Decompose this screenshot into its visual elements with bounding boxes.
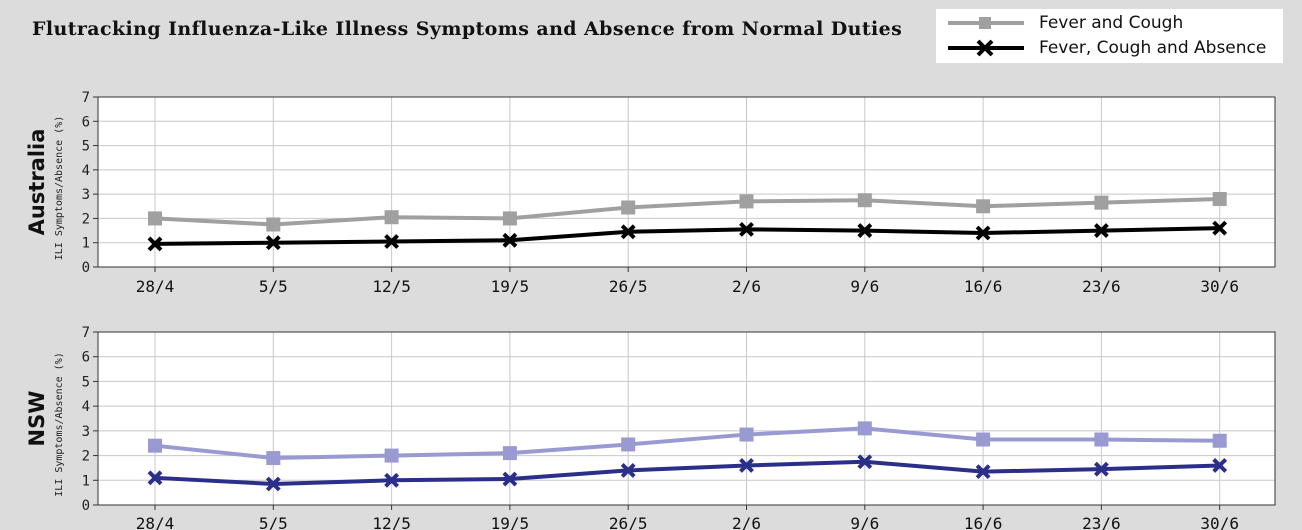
- series-line-australia-0: [154, 197, 1220, 227]
- data-point-australia-s0-4: [621, 200, 636, 215]
- data-point-nsw-s1-6: [857, 454, 873, 470]
- legend-swatch-fever-cough-absence: [948, 39, 1024, 57]
- ytick-label-australia: 5: [82, 139, 90, 155]
- ytick-label-nsw: 6: [82, 350, 90, 366]
- legend: Fever and Cough Fever, Cough and Absence: [936, 9, 1283, 63]
- data-point-australia-s0-1: [266, 217, 281, 232]
- data-point-nsw-s1-8: [1093, 461, 1109, 477]
- ytick-label-nsw: 0: [82, 498, 90, 514]
- ytick-label-australia: 0: [82, 260, 90, 276]
- legend-item-fever-cough: Fever and Cough: [936, 11, 1283, 35]
- xtick-label-nsw: 9/6: [850, 514, 879, 530]
- data-point-nsw-s1-5: [739, 458, 754, 473]
- xtick-label-nsw: 26/5: [609, 514, 648, 530]
- data-point-nsw-s1-7: [975, 464, 991, 480]
- data-point-nsw-s1-3: [502, 471, 518, 487]
- plot-area-nsw: [97, 331, 1276, 506]
- region-label-australia: Australia: [25, 129, 49, 236]
- ytick-label-nsw: 4: [82, 399, 90, 415]
- xtick-label-australia: 30/6: [1200, 277, 1239, 296]
- data-point-australia-s1-7: [975, 225, 991, 241]
- plot-area-australia: [97, 96, 1276, 268]
- data-point-australia-s1-1: [265, 235, 281, 251]
- xtick-label-nsw: 23/6: [1082, 514, 1121, 530]
- ytick-label-australia: 1: [82, 236, 90, 252]
- data-point-australia-s1-6: [857, 223, 873, 238]
- data-point-nsw-s0-7: [976, 432, 991, 447]
- data-point-nsw-s0-1: [266, 451, 281, 466]
- data-point-nsw-s0-0: [148, 438, 162, 453]
- xtick-label-nsw: 30/6: [1200, 514, 1239, 530]
- legend-label-fever-cough-absence: Fever, Cough and Absence: [1039, 38, 1267, 58]
- data-point-nsw-s0-2: [384, 448, 399, 463]
- ytick-label-australia: 7: [82, 90, 90, 106]
- xtick-label-australia: 19/5: [491, 277, 530, 296]
- data-point-nsw-s0-9: [1212, 433, 1227, 448]
- data-point-australia-s1-4: [620, 224, 636, 240]
- xtick-label-australia: 16/6: [964, 277, 1003, 296]
- data-point-nsw-s0-8: [1094, 432, 1109, 447]
- data-point-australia-s1-8: [1093, 223, 1109, 238]
- data-point-nsw-s1-9: [1212, 458, 1228, 473]
- data-point-australia-s0-3: [502, 211, 517, 226]
- y-axis-label-nsw: ILI Symptoms/Absence (%): [54, 352, 65, 497]
- xtick-label-australia: 23/6: [1082, 277, 1121, 296]
- xtick-label-australia: 5/5: [259, 277, 288, 296]
- legend-swatch-fever-cough: [948, 17, 1024, 29]
- data-point-australia-s1-3: [502, 232, 518, 248]
- series-line-nsw-1: [154, 459, 1220, 486]
- xtick-label-australia: 26/5: [609, 277, 648, 296]
- xtick-label-nsw: 28/4: [136, 514, 175, 530]
- data-point-australia-s0-9: [1212, 192, 1227, 206]
- ytick-label-nsw: 1: [82, 473, 90, 489]
- data-point-australia-s1-0: [147, 236, 163, 252]
- legend-marker-square: [979, 17, 991, 29]
- data-point-nsw-s1-4: [620, 462, 636, 478]
- data-point-australia-s0-6: [857, 193, 872, 208]
- legend-label-fever-cough: Fever and Cough: [1039, 13, 1184, 33]
- ytick-label-nsw: 3: [82, 424, 90, 440]
- ytick-label-australia: 6: [82, 114, 90, 130]
- ytick-label-nsw: 7: [82, 325, 90, 341]
- ytick-label-nsw: 5: [82, 374, 90, 390]
- data-point-australia-s0-5: [739, 194, 754, 209]
- data-point-australia-s0-7: [976, 199, 991, 214]
- ytick-label-nsw: 2: [82, 449, 90, 465]
- data-point-australia-s0-0: [148, 211, 162, 226]
- ytick-label-australia: 4: [82, 163, 90, 179]
- data-point-nsw-s0-4: [621, 437, 636, 452]
- data-point-australia-s0-8: [1094, 195, 1109, 210]
- xtick-label-australia: 12/5: [372, 277, 411, 296]
- region-label-nsw: NSW: [25, 391, 49, 447]
- data-point-australia-s1-9: [1212, 220, 1228, 236]
- y-axis-label-australia: ILI Symptoms/Absence (%): [54, 116, 65, 261]
- xtick-label-nsw: 5/5: [259, 514, 288, 530]
- legend-item-fever-cough-absence: Fever, Cough and Absence: [936, 36, 1283, 60]
- data-point-australia-s1-5: [739, 221, 754, 237]
- xtick-label-australia: 2/6: [732, 277, 761, 296]
- ytick-label-australia: 3: [82, 187, 90, 203]
- plot-frame-nsw: [97, 331, 1276, 506]
- legend-marker-x: [976, 39, 994, 57]
- data-point-nsw-s1-1: [265, 476, 281, 492]
- xtick-label-australia: 28/4: [136, 277, 175, 296]
- xtick-label-nsw: 16/6: [964, 514, 1003, 530]
- data-point-nsw-s1-2: [384, 472, 400, 488]
- data-point-nsw-s1-0: [147, 470, 163, 486]
- plot-frame-australia: [97, 96, 1276, 268]
- data-point-nsw-s0-6: [857, 421, 872, 436]
- data-point-australia-s1-2: [384, 234, 400, 249]
- xtick-label-nsw: 19/5: [491, 514, 530, 530]
- data-point-nsw-s0-3: [502, 446, 517, 461]
- data-point-australia-s0-2: [384, 210, 399, 225]
- series-line-australia-1: [154, 226, 1220, 246]
- chart-title: Flutracking Influenza-Like Illness Sympt…: [32, 18, 903, 40]
- xtick-label-nsw: 12/5: [372, 514, 411, 530]
- xtick-label-nsw: 2/6: [732, 514, 761, 530]
- xtick-label-australia: 9/6: [850, 277, 879, 296]
- ytick-label-australia: 2: [82, 211, 90, 227]
- data-point-nsw-s0-5: [739, 427, 754, 442]
- series-line-nsw-0: [154, 426, 1220, 461]
